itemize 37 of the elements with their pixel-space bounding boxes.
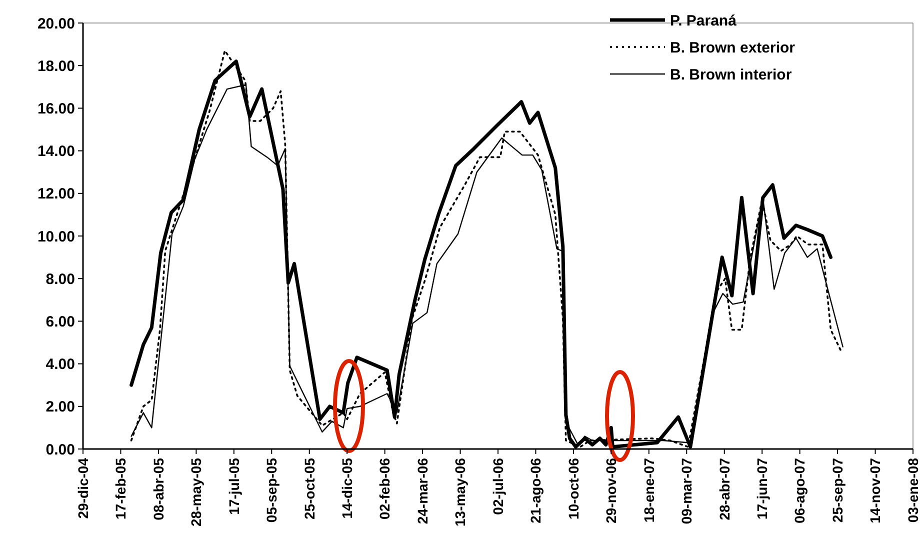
x-tick-label: 03-ene-08 xyxy=(904,458,921,523)
y-tick-label: 14.00 xyxy=(37,143,75,160)
x-tick-label: 29-nov-06 xyxy=(603,458,620,524)
x-tick-label: 02-jul-06 xyxy=(490,458,506,515)
y-tick-label: 8.00 xyxy=(46,270,75,288)
y-tick-label: 20.00 xyxy=(37,15,75,32)
y-tick-label: 16.00 xyxy=(37,100,75,118)
x-tick-label: 09-mar-07 xyxy=(678,458,695,524)
y-tick-label: 4.00 xyxy=(46,356,75,374)
y-tick-label: 12.00 xyxy=(37,186,75,203)
y-tick-label: 0.00 xyxy=(46,441,75,458)
x-tick-label: 06-ago-07 xyxy=(792,458,808,524)
x-tick-label: 10-oct-06 xyxy=(565,458,582,520)
legend-label: B. Brown interior xyxy=(670,66,792,84)
y-tick-label: 10.00 xyxy=(37,228,75,246)
x-tick-label: 14-nov-07 xyxy=(867,458,884,524)
x-tick-label: 02-feb-06 xyxy=(376,458,393,520)
x-tick-label: 08-abr-05 xyxy=(150,458,166,520)
x-tick-label: 21-ago-06 xyxy=(528,458,544,524)
x-tick-label: 25-sep-07 xyxy=(829,458,846,523)
x-tick-label: 17-jun-07 xyxy=(754,458,770,520)
x-tick-label: 05-sep-05 xyxy=(264,458,280,523)
x-tick-label: 14-dic-05 xyxy=(338,458,355,519)
x-tick-label: 18-ene-07 xyxy=(640,458,657,523)
legend-label: B. Brown exterior xyxy=(670,39,796,56)
x-tick-label: 24-mar-06 xyxy=(414,458,430,524)
x-tick-label: 17-feb-05 xyxy=(112,458,129,520)
legend-label: P. Paraná xyxy=(670,12,738,30)
x-tick-label: 29-dic-04 xyxy=(74,458,91,519)
y-tick-label: 18.00 xyxy=(37,58,75,75)
y-tick-label: 6.00 xyxy=(46,313,75,330)
x-tick-label: 28-abr-07 xyxy=(716,458,732,520)
x-tick-label: 17-jul-05 xyxy=(226,458,242,515)
x-tick-label: 13-may-06 xyxy=(452,458,468,526)
x-tick-label: 25-oct-05 xyxy=(301,458,318,520)
x-tick-label: 28-may-05 xyxy=(188,458,204,526)
y-tick-label: 2.00 xyxy=(46,398,75,416)
